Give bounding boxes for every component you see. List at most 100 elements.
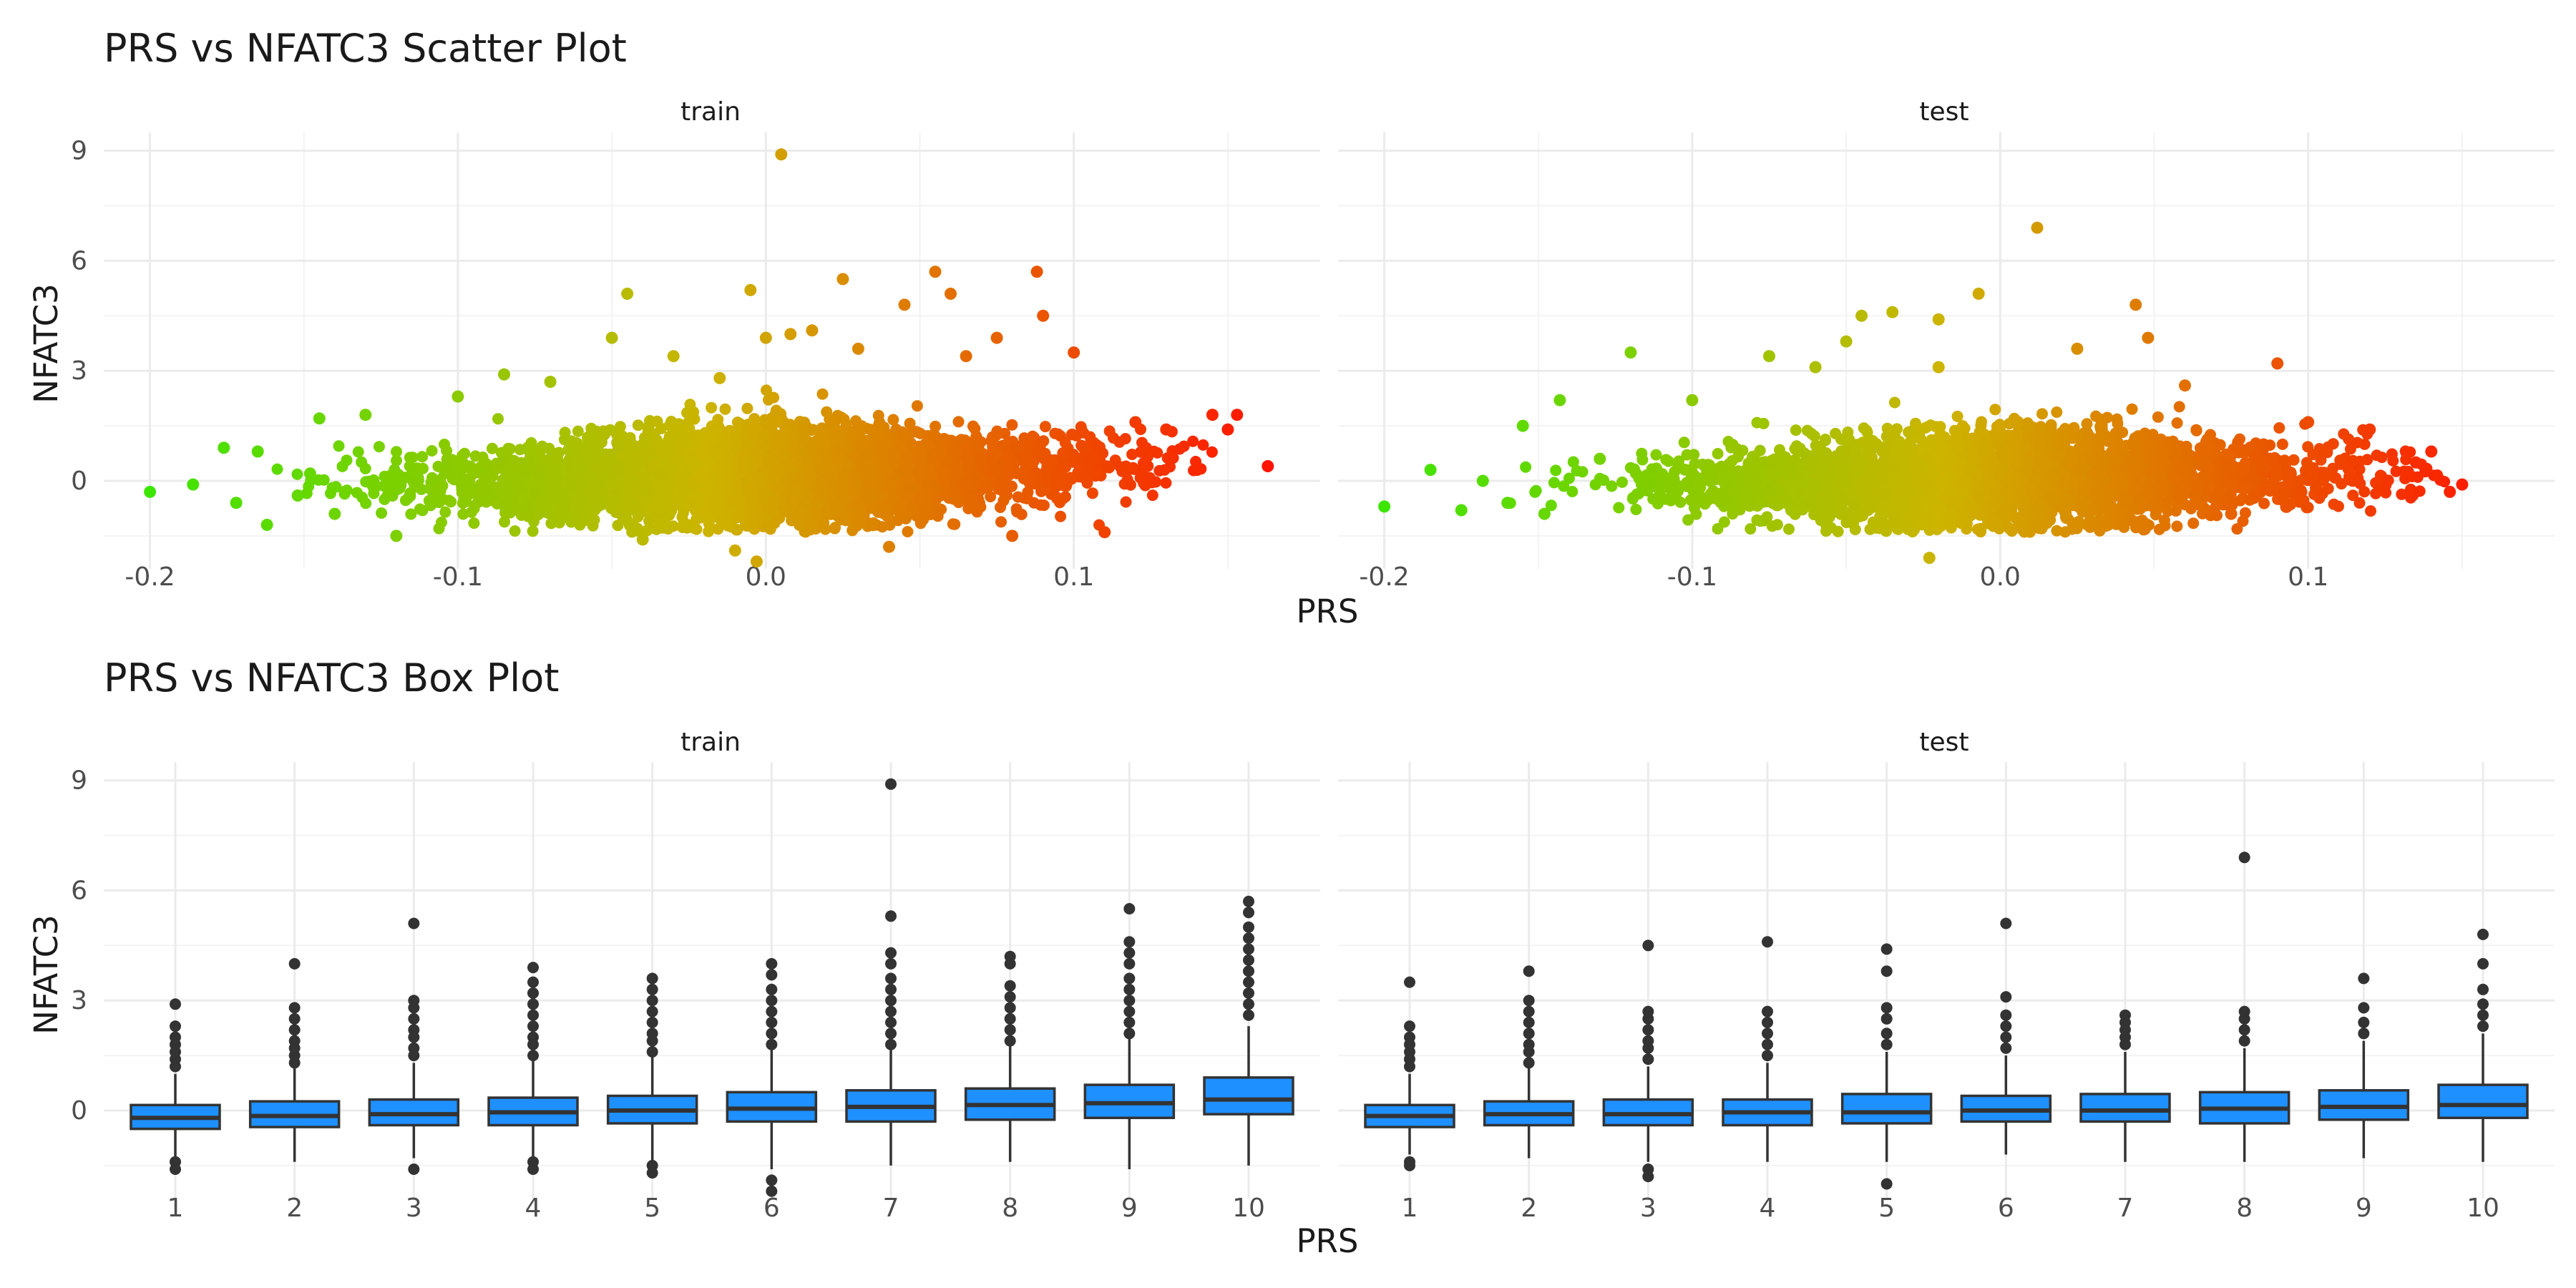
density-point <box>479 474 491 487</box>
density-point <box>705 441 717 454</box>
density-point <box>734 494 746 506</box>
density-point <box>882 466 894 478</box>
density-point <box>1088 466 1100 478</box>
density-point <box>555 510 567 522</box>
x-tick-label: -0.2 <box>125 562 175 592</box>
density-point <box>502 442 514 454</box>
density-point <box>829 522 841 534</box>
density-point <box>436 517 447 528</box>
density-point <box>1006 419 1018 431</box>
density-point <box>722 519 734 532</box>
density-point <box>2273 422 2285 434</box>
density-point <box>592 492 603 504</box>
density-point <box>710 497 722 509</box>
density-point <box>997 494 1010 507</box>
density-point <box>558 493 570 505</box>
density-point <box>906 500 918 512</box>
density-point <box>720 451 732 462</box>
density-point <box>752 509 764 521</box>
density-point <box>662 489 674 502</box>
density-point <box>698 464 711 477</box>
density-point <box>951 469 963 481</box>
density-point <box>719 403 731 415</box>
scatter-x-tick-labels-test: -0.2 -0.1 0.0 0.1 <box>1359 562 2328 592</box>
density-point <box>771 416 783 428</box>
density-point <box>416 504 429 517</box>
density-point <box>514 444 526 456</box>
density-point <box>876 490 888 502</box>
density-point <box>846 487 858 499</box>
density-point <box>441 444 453 457</box>
density-point <box>597 425 610 437</box>
density-point <box>1054 430 1066 442</box>
density-point <box>862 449 874 461</box>
density-point <box>962 459 975 471</box>
density-point <box>477 452 489 463</box>
density-point <box>475 490 487 502</box>
density-point <box>504 474 516 487</box>
density-point <box>937 466 949 477</box>
density-point <box>798 498 810 510</box>
density-point <box>834 454 846 465</box>
density-point <box>774 465 786 477</box>
density-point <box>527 525 539 537</box>
density-point <box>1078 442 1090 454</box>
density-point <box>1088 452 1101 464</box>
density-point <box>436 479 449 492</box>
density-point <box>625 456 637 468</box>
density-point <box>439 506 452 518</box>
density-point <box>1174 443 1186 455</box>
density-point <box>1138 457 1149 469</box>
density-point <box>524 447 536 459</box>
density-point <box>738 463 749 475</box>
density-point <box>991 425 1003 437</box>
density-point <box>902 526 914 537</box>
density-point <box>878 444 890 457</box>
density-point <box>1010 503 1023 515</box>
density-point <box>1000 477 1013 489</box>
density-point <box>1888 396 1901 409</box>
density-point <box>864 424 877 436</box>
density-point <box>974 452 986 464</box>
density-point <box>632 419 644 431</box>
density-point <box>407 476 419 488</box>
density-point <box>404 487 416 499</box>
density-point <box>988 464 1000 477</box>
density-point <box>378 480 390 492</box>
density-point <box>1032 438 1044 450</box>
density-point <box>352 446 364 458</box>
density-point <box>1160 477 1172 489</box>
density-point <box>486 442 498 454</box>
density-point <box>1064 472 1076 484</box>
x-tick-label: 0.0 <box>746 562 786 592</box>
density-point <box>1086 487 1098 499</box>
density-point <box>373 441 385 453</box>
density-point <box>747 520 759 532</box>
density-point <box>445 496 457 508</box>
density-point <box>492 413 504 425</box>
density-point <box>862 492 874 504</box>
density-point <box>807 443 819 455</box>
density-point <box>1197 439 1209 451</box>
density-point <box>589 441 601 453</box>
density-point <box>918 501 930 513</box>
density-point <box>1020 492 1033 504</box>
density-point <box>758 429 770 441</box>
density-point <box>825 464 837 477</box>
density-point <box>1103 462 1115 474</box>
density-point <box>789 487 801 499</box>
density-point <box>836 486 848 498</box>
density-point <box>499 502 512 514</box>
density-point <box>776 429 789 441</box>
density-point <box>771 482 783 494</box>
density-point <box>527 477 540 489</box>
x-tick-label: -0.1 <box>1667 562 1717 592</box>
density-point <box>1051 479 1063 491</box>
density-point <box>912 426 924 439</box>
density-point <box>816 388 829 400</box>
y-tick-label: 6 <box>71 246 87 275</box>
density-point <box>1158 464 1171 476</box>
density-point <box>678 485 691 497</box>
density-point <box>980 479 992 492</box>
